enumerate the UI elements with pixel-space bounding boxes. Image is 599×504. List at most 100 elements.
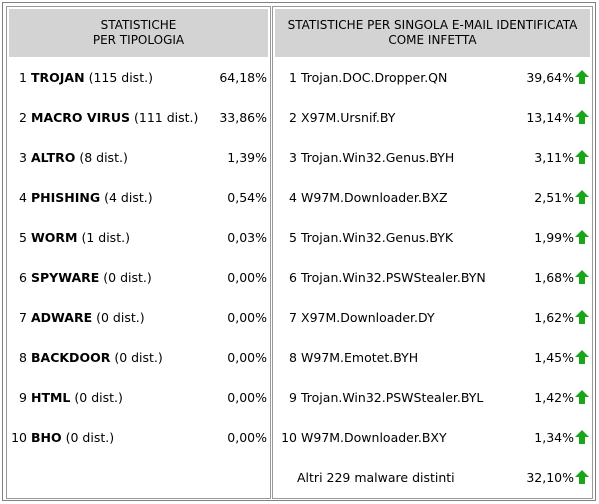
percentage-value: 39,64% <box>526 69 574 85</box>
type-label: WORM <box>31 229 78 245</box>
type-name: BACKDOOR (0 dist.) <box>31 350 227 365</box>
green-up-arrow-icon <box>575 469 589 484</box>
type-name: TROJAN (115 dist.) <box>31 70 219 85</box>
malware-stat-row: 7 X97M.Downloader.DY 1,62% <box>273 297 592 337</box>
row-number: 6 <box>289 269 297 285</box>
distinct-count: (1 dist.) <box>81 229 130 245</box>
type-stat-row: 8 BACKDOOR (0 dist.) 0,00% <box>7 337 270 377</box>
other-malware-row: Altri 229 malware distinti 32,10% <box>273 457 592 497</box>
percentage-value: 1,45% <box>534 349 574 365</box>
percentage-value: 1,62% <box>534 309 574 325</box>
green-up-arrow-icon <box>575 349 589 364</box>
type-stats-header: STATISTICHE PER TIPOLOGIA <box>9 9 268 57</box>
type-stats-header-line1: STATISTICHE <box>100 18 177 32</box>
malware-percentage: 1,99% <box>534 229 592 245</box>
distinct-count: (0 dist.) <box>74 389 123 405</box>
percentage-value: 3,11% <box>534 149 574 165</box>
green-up-arrow-icon <box>575 309 589 324</box>
type-name: WORM (1 dist.) <box>31 230 227 245</box>
row-number: 6 <box>19 269 27 285</box>
type-percentage: 0,54% <box>227 189 267 205</box>
distinct-count: (4 dist.) <box>104 189 153 205</box>
malware-stat-row: 1 Trojan.DOC.Dropper.QN 39,64% <box>273 57 592 97</box>
green-up-arrow-icon <box>575 149 589 164</box>
type-stat-row: 10 BHO (0 dist.) 0,00% <box>7 417 270 457</box>
type-label: ALTRO <box>31 149 76 165</box>
green-up-arrow-icon <box>575 69 589 84</box>
type-label: HTML <box>31 389 71 405</box>
type-stat-row: 7 ADWARE (0 dist.) 0,00% <box>7 297 270 337</box>
malware-stat-row: 8 W97M.Emotet.BYH 1,45% <box>273 337 592 377</box>
row-number: 9 <box>289 389 297 405</box>
malware-percentage: 1,45% <box>534 349 592 365</box>
green-up-arrow-icon <box>575 389 589 404</box>
distinct-count: (0 dist.) <box>103 269 152 285</box>
malware-stat-row: 2 X97M.Ursnif.BY 13,14% <box>273 97 592 137</box>
row-number: 1 <box>289 69 297 85</box>
green-up-arrow-icon <box>575 429 589 444</box>
percentage-value: 1,34% <box>534 429 574 445</box>
malware-percentage: 1,34% <box>534 429 592 445</box>
malware-name: W97M.Emotet.BYH <box>301 349 419 365</box>
malware-percentage: 39,64% <box>526 69 592 85</box>
percentage-value: 2,51% <box>534 189 574 205</box>
type-label: MACRO VIRUS <box>31 109 130 125</box>
type-name: MACRO VIRUS (111 dist.) <box>31 110 219 125</box>
green-up-arrow-icon <box>575 109 589 124</box>
green-up-arrow-icon <box>575 269 589 284</box>
row-number: 10 <box>281 429 297 445</box>
email-stats-panel: STATISTICHE PER SINGOLA E-MAIL IDENTIFIC… <box>272 6 593 499</box>
type-percentage: 0,00% <box>227 429 267 445</box>
malware-name: Trojan.Win32.Genus.BYH <box>301 149 455 165</box>
type-percentage: 1,39% <box>227 149 267 165</box>
type-percentage: 0,00% <box>227 349 267 365</box>
malware-stat-row: 10 W97M.Downloader.BXY 1,34% <box>273 417 592 457</box>
malware-name: W97M.Downloader.BXY <box>301 429 447 445</box>
email-stats-header: STATISTICHE PER SINGOLA E-MAIL IDENTIFIC… <box>275 9 590 57</box>
type-stats-header-line2: PER TIPOLOGIA <box>92 33 185 47</box>
malware-percentage: 13,14% <box>526 109 592 125</box>
malware-stat-row: 3 Trojan.Win32.Genus.BYH 3,11% <box>273 137 592 177</box>
type-stat-row: 2 MACRO VIRUS (111 dist.) 33,86% <box>7 97 270 137</box>
type-label: PHISHING <box>31 189 101 205</box>
row-number: 8 <box>19 349 27 365</box>
percentage-value: 13,14% <box>526 109 574 125</box>
type-label: TROJAN <box>31 69 85 85</box>
type-stat-row: 3 ALTRO (8 dist.) 1,39% <box>7 137 270 177</box>
distinct-count: (0 dist.) <box>114 349 163 365</box>
malware-percentage: 3,11% <box>534 149 592 165</box>
type-label: SPYWARE <box>31 269 100 285</box>
type-percentage: 0,00% <box>227 309 267 325</box>
type-name: ADWARE (0 dist.) <box>31 310 227 325</box>
type-name: ALTRO (8 dist.) <box>31 150 227 165</box>
type-percentage: 33,86% <box>219 109 267 125</box>
malware-name: Trojan.DOC.Dropper.QN <box>301 69 448 85</box>
type-label: BACKDOOR <box>31 349 111 365</box>
distinct-count: (0 dist.) <box>96 309 145 325</box>
row-number: 5 <box>19 229 27 245</box>
type-stats-list: 1 TROJAN (115 dist.) 64,18% 2 MACRO VIRUS (1… <box>7 57 270 457</box>
malware-percentage: 1,62% <box>534 309 592 325</box>
green-up-arrow-icon <box>575 189 589 204</box>
malware-stat-row: 5 Trojan.Win32.Genus.BYK 1,99% <box>273 217 592 257</box>
distinct-count: (111 dist.) <box>133 109 199 125</box>
row-number: 1 <box>19 69 27 85</box>
malware-stat-row: 4 W97M.Downloader.BXZ 2,51% <box>273 177 592 217</box>
type-name: BHO (0 dist.) <box>31 430 227 445</box>
row-number: 2 <box>289 109 297 125</box>
malware-stat-row: 6 Trojan.Win32.PSWStealer.BYN 1,68% <box>273 257 592 297</box>
percentage-value: 32,10% <box>526 469 574 485</box>
type-label: BHO <box>31 429 62 445</box>
type-percentage: 0,00% <box>227 269 267 285</box>
malware-name: Trojan.Win32.PSWStealer.BYL <box>301 389 484 405</box>
row-number: 7 <box>19 309 27 325</box>
malware-percentage: 1,68% <box>534 269 592 285</box>
malware-stat-row: 9 Trojan.Win32.PSWStealer.BYL 1,42% <box>273 377 592 417</box>
row-number: 10 <box>11 429 27 445</box>
percentage-value: 1,42% <box>534 389 574 405</box>
percentage-value: 1,99% <box>534 229 574 245</box>
malware-name: W97M.Downloader.BXZ <box>301 189 448 205</box>
distinct-count: (115 dist.) <box>88 69 153 85</box>
email-stats-header-line1: STATISTICHE PER SINGOLA E-MAIL IDENTIFIC… <box>287 18 578 32</box>
